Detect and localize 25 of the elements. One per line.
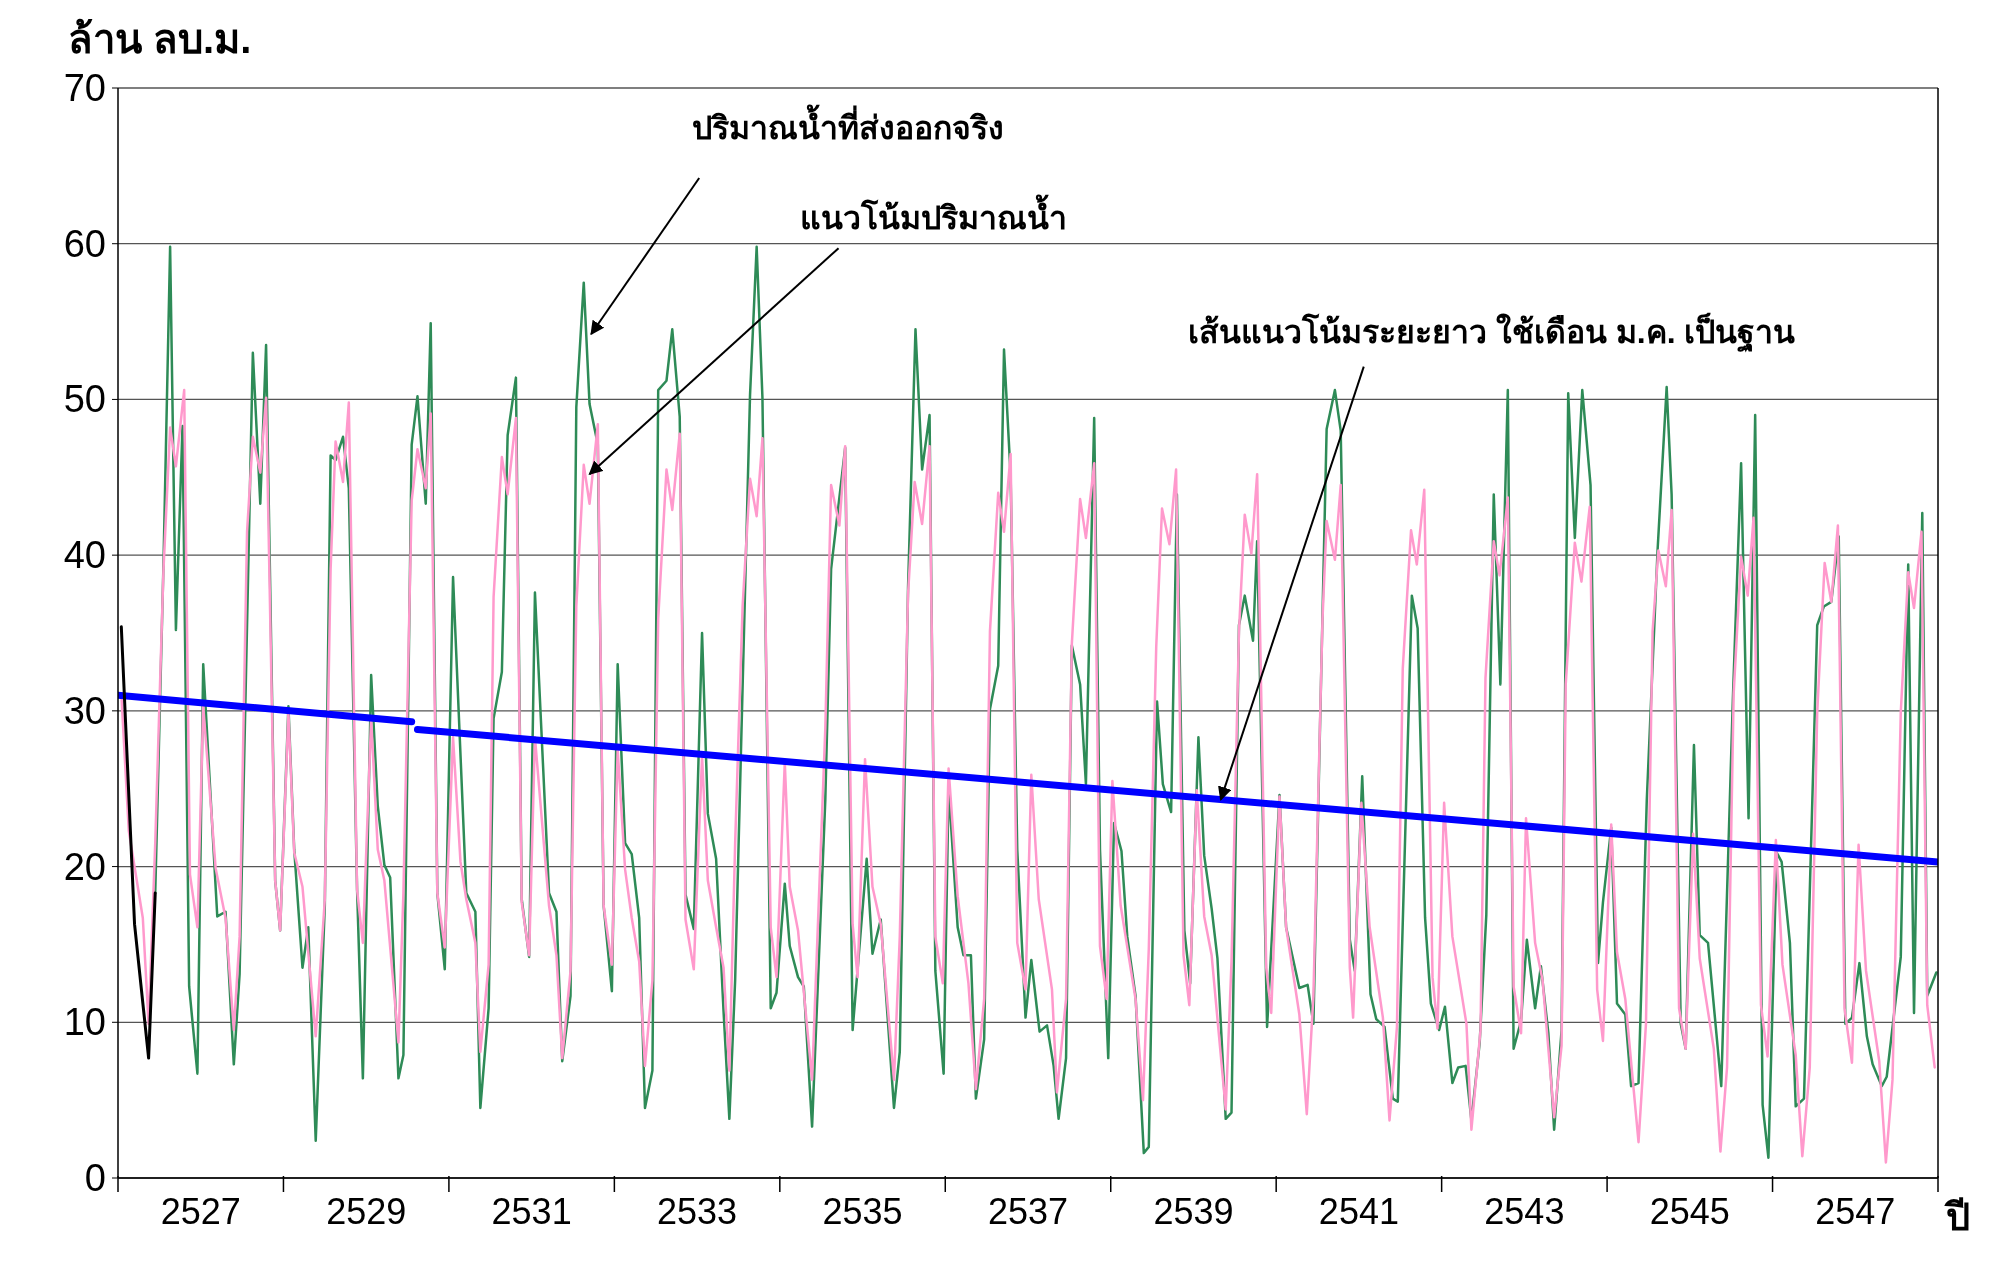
annotation: แนวโน้มปริมาณน้ำ bbox=[800, 193, 1068, 236]
y-tick-label: 30 bbox=[63, 689, 106, 732]
x-tick-label: 2545 bbox=[1649, 1191, 1730, 1232]
y-tick-label: 60 bbox=[63, 222, 106, 265]
x-tick-label: 2529 bbox=[326, 1191, 407, 1232]
annotation: ปริมาณน้ำที่ส่งออกจริง bbox=[692, 104, 1005, 147]
line-series bbox=[120, 388, 1936, 1164]
y-tick-label: 10 bbox=[63, 1001, 106, 1044]
x-tick-label: 2541 bbox=[1318, 1191, 1399, 1232]
x-tick-label: 2543 bbox=[1484, 1191, 1565, 1232]
y-tick-label: 20 bbox=[63, 845, 106, 888]
x-tick-label: 2539 bbox=[1153, 1191, 1234, 1232]
x-tick-label: 2527 bbox=[160, 1191, 241, 1232]
x-axis-title: ปี bbox=[1944, 1196, 1970, 1238]
x-tick-label: 2537 bbox=[987, 1191, 1069, 1232]
y-axis-title: ล้าน ลบ.ม. bbox=[68, 17, 252, 61]
y-tick-label: 0 bbox=[84, 1157, 106, 1199]
y-tick-label: 70 bbox=[63, 67, 106, 109]
x-tick-label: 2535 bbox=[822, 1191, 903, 1232]
x-tick-label: 2547 bbox=[1815, 1191, 1896, 1232]
y-tick-label: 50 bbox=[63, 378, 106, 421]
annotation: เส้นแนวโน้มระยะยาว ใช้เดือน ม.ค. เป็นฐาน bbox=[1188, 312, 1796, 354]
y-tick-label: 40 bbox=[63, 534, 106, 577]
x-tick-label: 2533 bbox=[657, 1191, 738, 1232]
x-tick-label: 2531 bbox=[491, 1191, 572, 1232]
